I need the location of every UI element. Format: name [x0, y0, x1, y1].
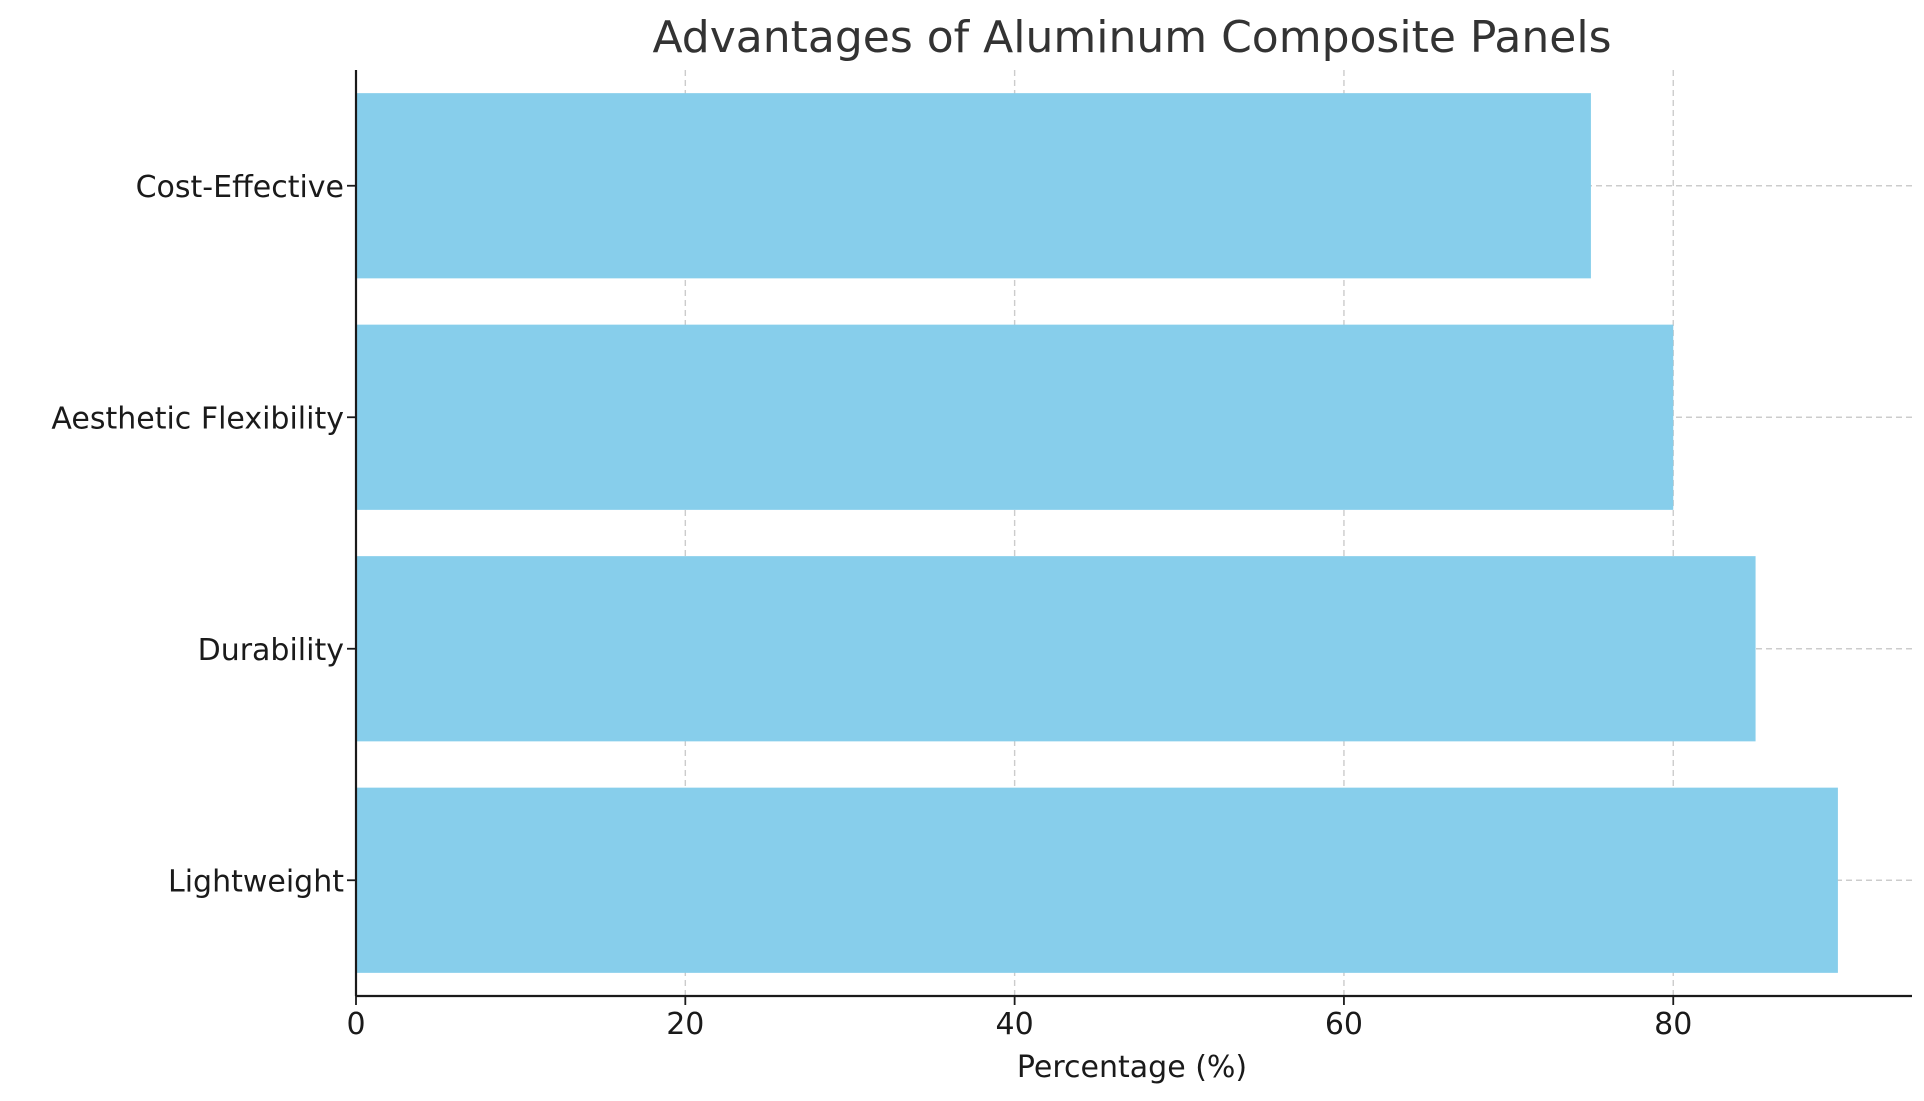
y-tick-label: Lightweight [168, 864, 344, 899]
bar-lightweight [356, 787, 1838, 973]
axes [354, 70, 1912, 998]
ticks: 0 20 40 60 80 Lightweight Durability Aesthetic … [51, 170, 1692, 1042]
bars [356, 93, 1838, 973]
bar-cost-effective [356, 93, 1591, 279]
chart-title: Advantages of Aluminum Composite Panels [652, 12, 1611, 63]
bar-durability [356, 556, 1756, 742]
x-tick-label: 20 [666, 1007, 704, 1042]
x-tick-label: 0 [346, 1007, 365, 1042]
x-tick-label: 80 [1654, 1007, 1692, 1042]
x-axis-label: Percentage (%) [1017, 1050, 1247, 1085]
x-tick-label: 60 [1325, 1007, 1363, 1042]
x-tick-label: 40 [996, 1007, 1034, 1042]
y-tick-label: Durability [198, 633, 344, 668]
bar-aesthetic-flexibility [356, 324, 1674, 510]
y-tick-label: Cost-Effective [136, 170, 344, 205]
y-tick-label: Aesthetic Flexibility [51, 401, 344, 436]
